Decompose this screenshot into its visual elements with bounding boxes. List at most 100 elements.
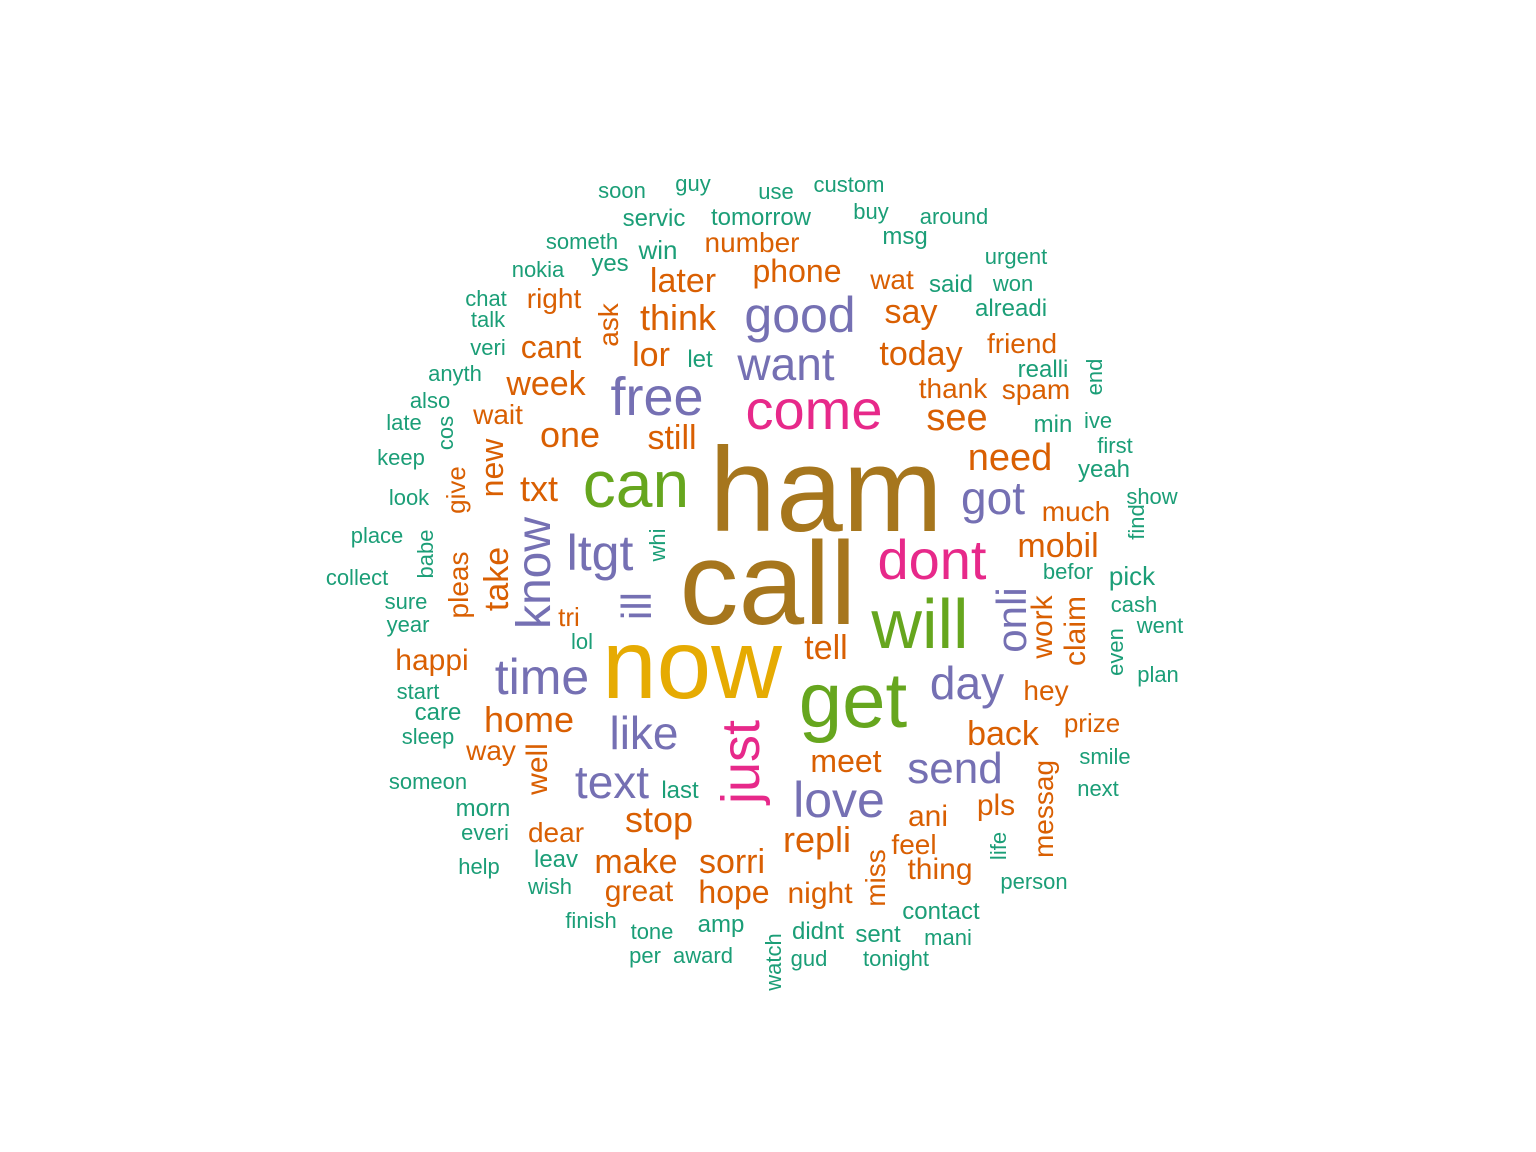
word-want: want xyxy=(737,338,835,390)
word-nokia: nokia xyxy=(511,257,565,282)
word-day: day xyxy=(929,657,1005,709)
word-call: call xyxy=(679,518,857,650)
word-prize: prize xyxy=(1063,708,1121,738)
word-thing: thing xyxy=(907,853,973,886)
word-time: time xyxy=(494,649,590,705)
word-talk: talk xyxy=(470,307,506,332)
word-place: place xyxy=(350,523,404,548)
word-pls: pls xyxy=(976,789,1016,822)
word-wish: wish xyxy=(527,874,573,899)
word-phone: phone xyxy=(752,253,842,289)
word-start: start xyxy=(396,679,440,704)
word-alreadi: alreadi xyxy=(974,295,1048,322)
word-still: still xyxy=(647,419,697,457)
word-life: life xyxy=(986,831,1011,861)
word-see: see xyxy=(926,397,988,439)
word-week: week xyxy=(506,365,586,403)
word-someon: someon xyxy=(388,769,468,794)
word-ani: ani xyxy=(907,800,949,833)
word-sure: sure xyxy=(384,589,428,614)
word-anyth: anyth xyxy=(428,361,482,386)
word-tonight: tonight xyxy=(862,946,930,971)
word-didnt: didnt xyxy=(791,918,845,945)
word-veri: veri xyxy=(470,335,506,360)
word-come: come xyxy=(745,378,883,441)
word-leav: leav xyxy=(533,846,579,873)
word-whi: whi xyxy=(645,528,670,562)
word-miss: miss xyxy=(860,849,891,907)
word-collect: collect xyxy=(325,565,389,590)
word-let: let xyxy=(687,346,713,373)
word-yes: yes xyxy=(591,250,629,277)
word-soon: soon xyxy=(598,178,646,203)
word-someth: someth xyxy=(545,229,619,254)
word-ham: ham xyxy=(709,423,943,557)
word-around: around xyxy=(919,204,989,229)
word-give: give xyxy=(441,466,471,514)
word-love: love xyxy=(793,772,885,828)
word-tomorrow: tomorrow xyxy=(710,204,812,231)
word-yeah: yeah xyxy=(1077,456,1131,483)
word-ill: ill xyxy=(613,592,660,620)
word-lol: lol xyxy=(570,629,594,654)
word-dear: dear xyxy=(527,817,585,848)
word-care: care xyxy=(414,699,462,726)
word-find: find xyxy=(1124,504,1149,540)
word-right: right xyxy=(526,283,582,314)
word-stop: stop xyxy=(624,799,694,840)
word-feel: feel xyxy=(891,829,937,860)
word-say: say xyxy=(884,293,938,331)
word-keep: keep xyxy=(377,445,425,470)
word-finish: finish xyxy=(565,908,617,933)
word-lor: lor xyxy=(632,336,670,374)
word-wait: wait xyxy=(473,399,523,430)
word-good: good xyxy=(744,287,856,343)
word-everi: everi xyxy=(461,820,509,845)
word-can: can xyxy=(582,447,690,521)
word-sleep: sleep xyxy=(401,724,455,749)
word-today: today xyxy=(879,335,963,373)
word-night: night xyxy=(787,877,853,910)
word-realli: realli xyxy=(1017,356,1069,383)
word-way: way xyxy=(466,735,516,766)
word-amp: amp xyxy=(697,911,745,938)
word-befor: befor xyxy=(1042,559,1094,584)
word-won: won xyxy=(992,271,1034,296)
word-min: min xyxy=(1033,411,1073,438)
word-pleas: pleas xyxy=(443,551,474,619)
word-know: know xyxy=(508,516,561,630)
word-sent: sent xyxy=(855,921,901,948)
word-ask: ask xyxy=(593,303,624,347)
word-work: work xyxy=(1026,595,1059,659)
word-msg: msg xyxy=(882,223,928,250)
word-mobil: mobil xyxy=(1017,527,1099,565)
word-think: think xyxy=(639,297,717,338)
word-home: home xyxy=(483,699,575,740)
word-watch: watch xyxy=(761,933,786,991)
word-happi: happi xyxy=(395,644,469,677)
word-tell: tell xyxy=(804,629,848,667)
word-even: even xyxy=(1103,628,1128,676)
word-buy: buy xyxy=(853,199,889,224)
word-late: late xyxy=(386,410,422,435)
word-contact: contact xyxy=(902,898,980,925)
word-next: next xyxy=(1077,776,1119,801)
word-year: year xyxy=(386,612,430,637)
word-great: great xyxy=(604,875,674,908)
word-smile: smile xyxy=(1079,744,1131,769)
word-use: use xyxy=(758,179,794,204)
word-messag: messag xyxy=(1028,759,1059,859)
word-urgent: urgent xyxy=(984,244,1048,269)
word-text: text xyxy=(574,756,650,808)
word-hey: hey xyxy=(1023,675,1069,706)
word-repli: repli xyxy=(782,819,852,860)
word-thank: thank xyxy=(918,373,988,404)
word-will: will xyxy=(871,585,969,663)
word-wat: wat xyxy=(870,264,914,295)
word-just: just xyxy=(711,719,771,805)
word-look: look xyxy=(388,485,430,510)
word-last: last xyxy=(661,777,699,804)
word-back: back xyxy=(967,715,1039,753)
word-ltgt: ltgt xyxy=(566,525,634,581)
word-dont: dont xyxy=(877,528,987,591)
